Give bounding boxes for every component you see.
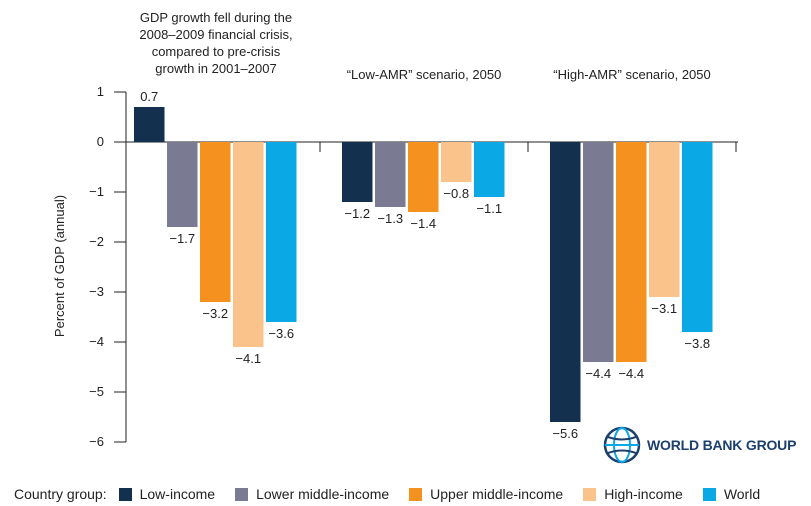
bar — [474, 142, 505, 197]
legend-label: High-income — [604, 486, 683, 502]
data-label: 0.7 — [140, 89, 158, 104]
bar — [441, 142, 472, 182]
data-label: −1.3 — [377, 211, 403, 226]
data-label: −4.1 — [235, 351, 261, 366]
globe-icon — [603, 426, 641, 464]
bar — [408, 142, 439, 212]
data-label: −1.4 — [410, 216, 436, 231]
bar — [550, 142, 581, 422]
data-label: −3.8 — [684, 336, 710, 351]
y-tick-label: −5 — [89, 384, 104, 399]
bar — [682, 142, 713, 332]
data-label: −5.6 — [552, 426, 578, 441]
group-title: “Low-AMR” scenario, 2050 — [347, 67, 502, 82]
legend-swatch — [118, 487, 132, 501]
data-label: −4.4 — [618, 366, 644, 381]
bar — [200, 142, 231, 302]
y-axis-label: Percent of GDP (annual) — [52, 195, 67, 337]
world-bank-group-logo: WORLD BANK GROUP — [603, 426, 796, 464]
legend-item-high-income: High-income — [583, 486, 683, 502]
bar — [375, 142, 406, 207]
bars — [134, 107, 713, 422]
legend-item-world: World — [702, 486, 761, 502]
legend-label: Low-income — [139, 486, 216, 502]
bar — [583, 142, 614, 362]
data-label: −0.8 — [443, 186, 469, 201]
y-tick-label: −4 — [89, 334, 104, 349]
data-label: −3.6 — [268, 326, 294, 341]
group-title: GDP growth fell during the 2008–2009 fina… — [139, 10, 292, 76]
legend-swatch — [409, 487, 423, 501]
group-title-line: GDP growth fell during the — [140, 10, 292, 25]
data-label: −1.2 — [344, 206, 370, 221]
bar — [167, 142, 198, 227]
y-tick-label: 1 — [97, 84, 104, 99]
legend-label: Lower middle-income — [256, 486, 390, 502]
logo-text: WORLD BANK GROUP — [647, 437, 797, 453]
legend: Country group: Low-income Lower middle-i… — [14, 486, 780, 502]
group-title-line: 2008–2009 financial crisis, — [139, 27, 292, 42]
legend-item-lower-middle-income: Lower middle-income — [235, 486, 389, 502]
y-tick-label: −6 — [89, 434, 104, 449]
data-label: −4.4 — [585, 366, 611, 381]
legend-item-upper-middle-income: Upper middle-income — [409, 486, 563, 502]
bar — [616, 142, 647, 362]
group-title-line: compared to pre-crisis — [152, 44, 281, 59]
y-tick-label: −1 — [89, 184, 104, 199]
group-title-line: growth in 2001–2007 — [155, 61, 276, 76]
legend-swatch — [235, 487, 249, 501]
y-tick-label: −3 — [89, 284, 104, 299]
legend-label: Upper middle-income — [430, 486, 564, 502]
bar — [649, 142, 680, 297]
legend-item-low-income: Low-income — [118, 486, 216, 502]
data-label: −3.1 — [651, 301, 677, 316]
bar — [233, 142, 264, 347]
legend-swatch — [583, 487, 597, 501]
y-tick-label: 0 — [97, 134, 104, 149]
group-title: “High-AMR” scenario, 2050 — [553, 67, 711, 82]
data-labels: 0.7−1.2−5.6−1.7−1.3−4.4−3.2−1.4−4.4−4.1−… — [140, 89, 710, 441]
legend-title: Country group: — [14, 486, 107, 502]
bar — [266, 142, 297, 322]
legend-label: World — [723, 486, 761, 502]
bar — [134, 107, 165, 142]
group-title-line: “High-AMR” scenario, 2050 — [553, 67, 711, 82]
data-label: −1.7 — [169, 231, 195, 246]
data-label: −3.2 — [202, 306, 228, 321]
bar — [342, 142, 373, 202]
y-tick-label: −2 — [89, 234, 104, 249]
data-label: −1.1 — [476, 201, 502, 216]
legend-swatch — [702, 487, 716, 501]
group-titles: GDP growth fell during the 2008–2009 fina… — [139, 10, 710, 82]
bar-chart: GDP growth fell during the 2008–2009 fina… — [52, 10, 738, 449]
group-title-line: “Low-AMR” scenario, 2050 — [347, 67, 502, 82]
